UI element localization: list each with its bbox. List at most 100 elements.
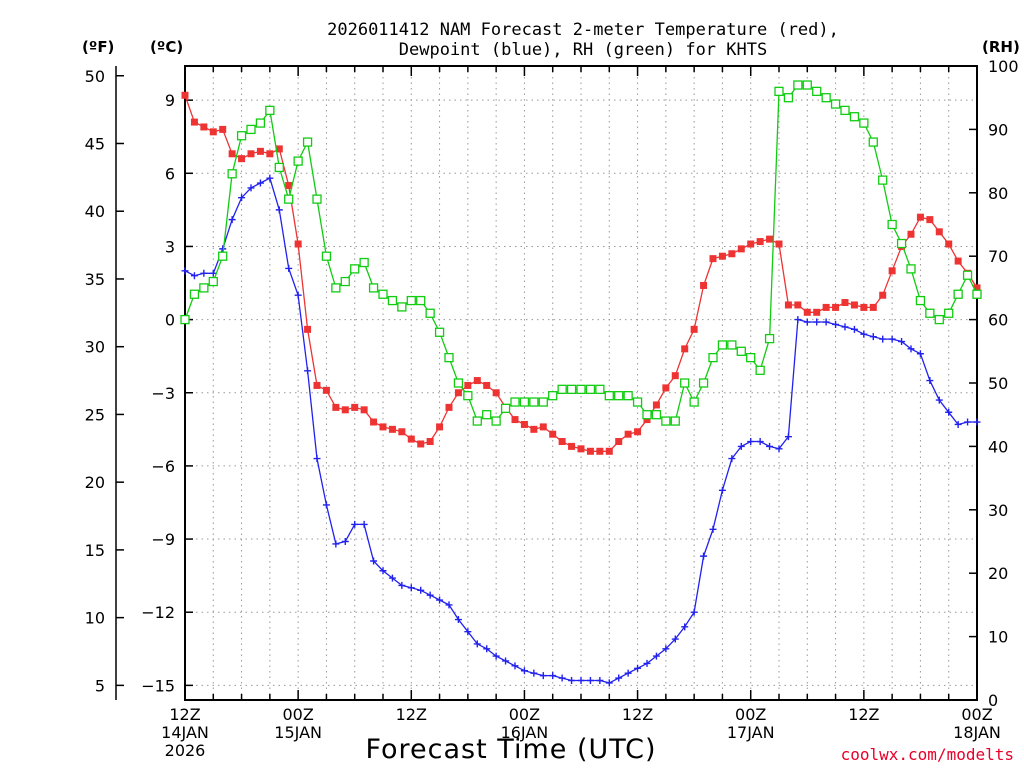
data-point-dewpoint [813,318,821,326]
data-point-temperature [643,416,651,424]
data-point-temperature [454,389,462,397]
data-point-temperature [888,267,896,275]
data-point-temperature [784,301,792,309]
data-point-rh [896,238,907,249]
tick-label-rh: 60 [988,311,1008,330]
data-point-dewpoint [747,438,755,446]
tick-label-celsius: −6 [151,457,175,476]
data-point-temperature [916,213,924,221]
data-point-rh [698,378,709,388]
tick-label-x: 00Z [735,705,766,724]
data-point-dewpoint [973,418,981,426]
tick-label-celsius: −12 [141,603,175,622]
data-point-rh [312,194,322,204]
data-point-temperature [351,403,359,411]
data-point-dewpoint [483,645,491,653]
data-point-dewpoint [869,333,877,341]
data-point-rh [859,118,869,128]
data-point-rh [746,352,756,363]
data-point-dewpoint [247,184,255,192]
data-point-temperature [407,435,415,443]
data-point-temperature [822,303,830,311]
data-point-rh [340,276,350,287]
data-point-dewpoint [492,652,500,660]
data-point-rh [651,410,662,420]
data-point-temperature [445,403,453,411]
data-point-dewpoint [634,664,642,672]
data-point-temperature [492,389,500,397]
data-point-rh [925,308,935,318]
data-point-temperature [332,403,340,411]
data-point-temperature [238,155,246,163]
data-point-dewpoint [473,640,481,648]
tick-label-fahrenheit: 35 [85,270,105,289]
data-point-temperature [530,425,538,433]
data-point-rh [463,391,473,401]
data-point-rh [284,194,294,204]
data-point-temperature [869,303,877,311]
data-point-temperature [190,118,198,126]
data-point-dewpoint [200,269,208,277]
tick-label-fahrenheit: 5 [95,676,105,695]
data-point-rh [227,169,237,179]
data-point-temperature [945,240,953,248]
data-point-temperature [247,150,255,158]
data-point-dewpoint [879,335,887,343]
data-point-dewpoint [502,657,510,665]
data-point-rh [359,257,369,268]
data-point-dewpoint [266,174,274,182]
data-point-temperature [417,440,425,448]
data-point-rh [387,295,398,306]
tick-label-fahrenheit: 20 [85,473,105,492]
tick-label-x: 12Z [396,705,427,724]
data-point-dewpoint [766,442,774,450]
data-point-rh [538,397,548,407]
tick-label-x: 00Z [282,705,313,724]
data-point-temperature [568,442,576,450]
data-point-temperature [860,303,868,311]
credit-label: coolwx.com/modelts [841,745,1014,764]
data-point-dewpoint [275,206,283,214]
data-point-rh [482,410,492,420]
data-point-rh [293,156,303,166]
data-point-rh [887,219,897,230]
data-point-temperature [935,228,943,236]
data-point-temperature [285,181,293,189]
data-point-rh [368,283,379,293]
tick-label-celsius: 0 [165,311,175,330]
data-point-temperature [747,240,755,248]
data-point-dewpoint [379,567,387,575]
data-point-temperature [370,418,378,426]
data-point-temperature [700,281,708,289]
tick-label-rh: 70 [988,247,1008,266]
data-point-temperature [219,125,227,133]
tick-label-fahrenheit: 15 [85,541,105,560]
data-point-temperature [577,445,585,453]
tick-label-rh: 90 [988,120,1008,139]
data-point-dewpoint [360,520,368,528]
data-point-rh [604,391,614,401]
data-point-rh [661,416,671,426]
data-point-dewpoint [464,628,472,636]
data-point-temperature [850,301,858,309]
data-point-temperature [624,430,632,438]
data-point-dewpoint [964,418,972,426]
data-point-temperature [549,430,557,438]
data-point-temperature [228,150,236,158]
data-point-temperature [586,447,594,455]
tick-label-celsius: 3 [165,237,175,256]
data-point-dewpoint [190,272,198,280]
data-point-rh [878,175,888,185]
tick-label-x: 15JAN [274,723,322,742]
data-point-rh [821,93,831,103]
data-point-temperature [473,377,481,385]
data-point-temperature [294,240,302,248]
data-point-temperature [322,386,330,394]
data-point-temperature [181,91,189,99]
data-point-rh [849,112,860,122]
data-point-temperature [266,150,274,158]
data-point-rh [321,251,332,261]
data-point-temperature [426,438,434,446]
data-point-dewpoint [662,645,670,653]
